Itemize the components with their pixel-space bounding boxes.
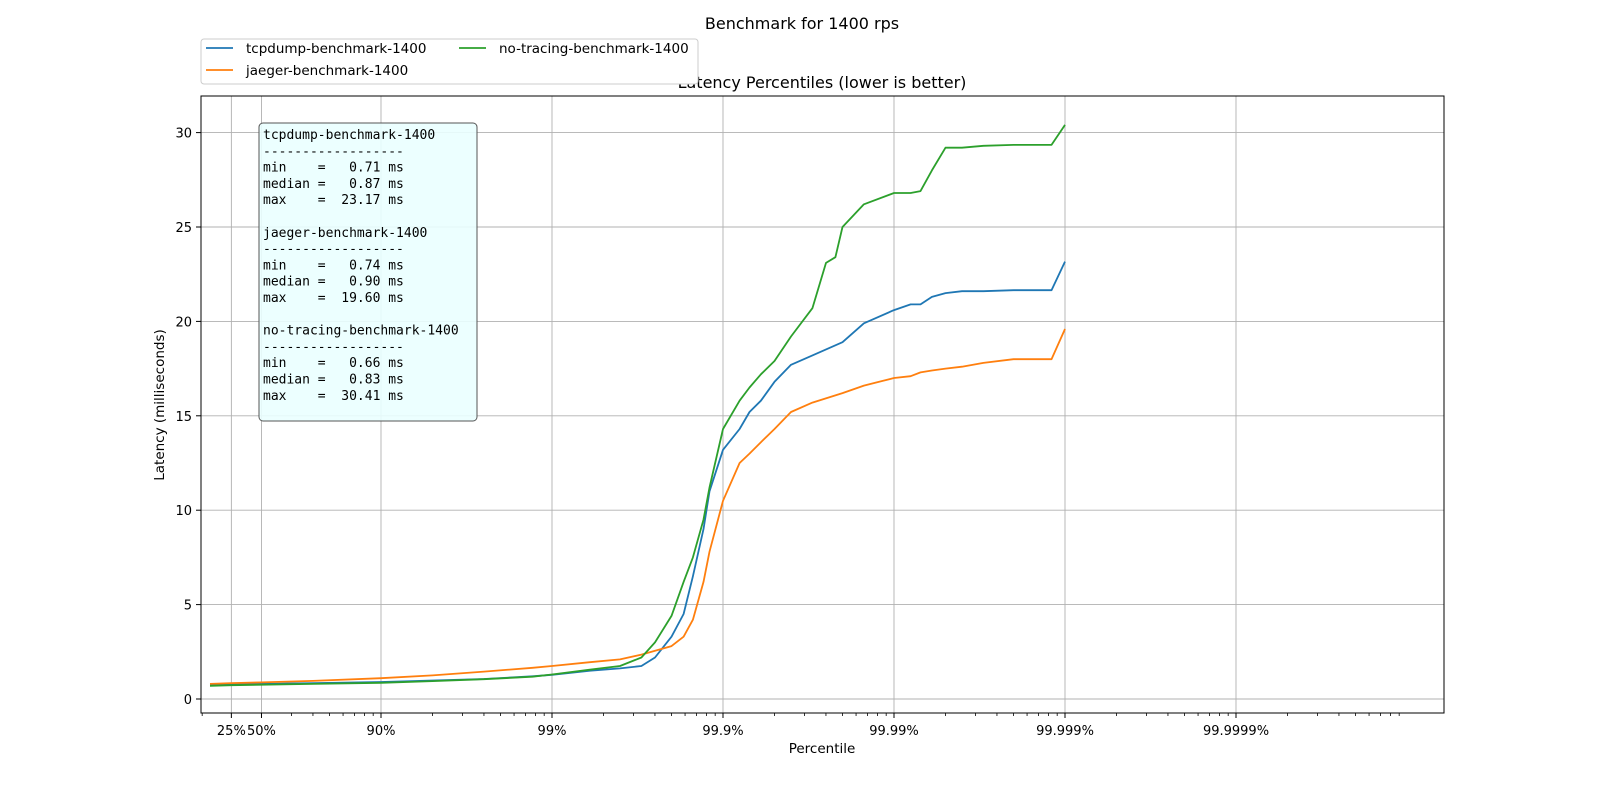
legend-label: no-tracing-benchmark-1400 [499,41,689,57]
x-tick-label: 99.9% [702,724,743,739]
x-tick-label: 90% [367,724,396,739]
legend-label: tcpdump-benchmark-1400 [246,41,426,57]
y-tick-label: 25 [175,221,192,236]
x-tick-label: 99% [538,724,567,739]
stats-median: median = 0.87 ms [263,177,404,192]
y-tick-label: 10 [175,504,192,519]
stats-min: min = 0.74 ms [263,258,404,273]
x-tick-label: 99.99% [869,724,919,739]
stats-separator: ------------------ [263,340,404,355]
x-axis-ticks: 25% 50% 90% 99% 99.9% 99.99% 99.999% 99.9999% [217,713,1269,739]
x-tick-label: 25% [217,724,246,739]
stats-separator: ------------------ [263,242,404,257]
stats-box: tcpdump-benchmark-1400------------------… [258,122,478,422]
y-tick-label: 20 [175,315,192,330]
stats-median: median = 0.90 ms [263,275,404,290]
stats-max: max = 19.60 ms [263,291,404,306]
plot-frame [200,95,1445,714]
y-tick-label: 5 [184,599,192,614]
legend-label: jaeger-benchmark-1400 [245,63,408,79]
stats-max: max = 23.17 ms [263,193,404,208]
y-axis-ticks: 0 5 10 15 20 25 30 [175,127,201,708]
chart-title: Benchmark for 1400 rps [705,14,899,33]
stats-max: max = 30.41 ms [263,389,404,404]
series-lines [209,124,1066,687]
legend-frame [200,38,699,85]
x-axis-label: Percentile [789,741,856,757]
stats-name: no-tracing-benchmark-1400 [263,324,459,339]
y-tick-label: 0 [184,693,192,708]
stats-separator: ------------------ [263,144,404,159]
x-tick-label: 50% [247,724,276,739]
stats-name: tcpdump-benchmark-1400 [263,128,435,143]
stats-name: jaeger-benchmark-1400 [263,226,427,241]
series-line-no-tracing-benchmark-1400 [209,124,1066,687]
stats-min: min = 0.66 ms [263,356,404,371]
y-tick-label: 15 [175,410,192,425]
x-tick-label: 99.999% [1036,724,1094,739]
x-tick-label: 99.9999% [1203,724,1269,739]
chart-subtitle: Latency Percentiles (lower is better) [678,73,967,92]
legend: tcpdump-benchmark-1400 jaeger-benchmark-1… [200,38,699,85]
stats-median: median = 0.83 ms [263,373,404,388]
y-tick-label: 30 [175,127,192,142]
y-axis-label: Latency (milliseconds) [152,329,168,481]
stats-min: min = 0.71 ms [263,161,404,176]
series-line-jaeger-benchmark-1400 [209,328,1066,685]
stats-box-frame [258,122,478,422]
